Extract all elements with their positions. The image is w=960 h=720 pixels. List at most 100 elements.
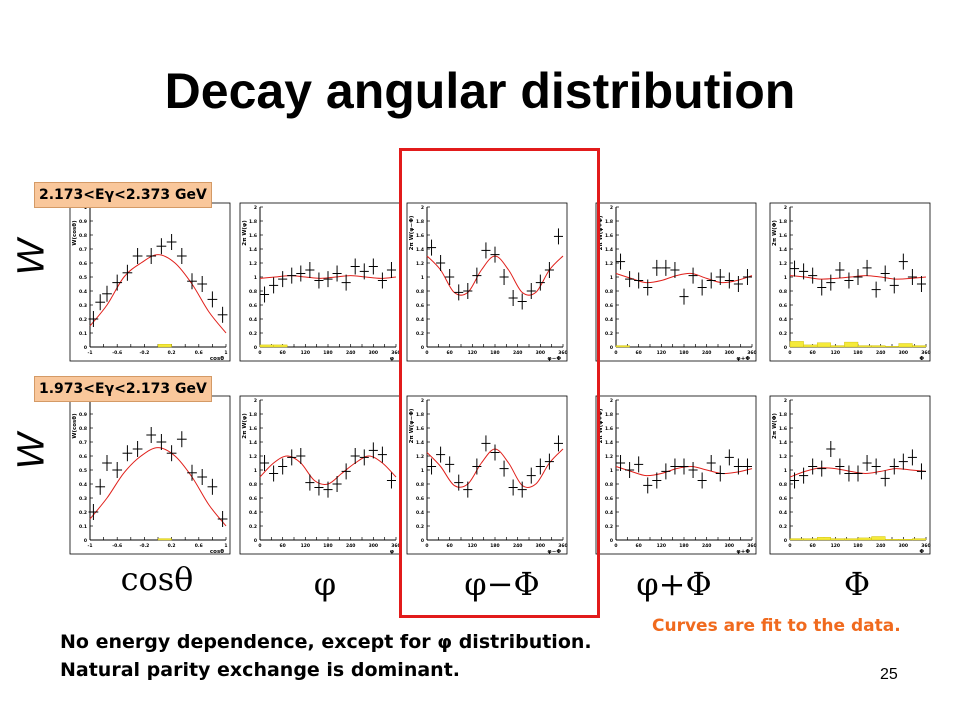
y-axis-label: 2π W(φ): [242, 413, 248, 439]
data-point: [526, 283, 536, 299]
y-tick-label: 0.4: [779, 510, 787, 516]
data-point: [305, 474, 315, 491]
x-tick-label: 240: [346, 543, 355, 549]
fit-curve: [89, 254, 227, 334]
data-point: [643, 279, 653, 296]
data-point: [368, 258, 378, 275]
y-tick-label: 0.4: [416, 510, 424, 516]
y-tick-label: 1.4: [779, 440, 787, 446]
data-point: [341, 274, 351, 291]
background-bar: [871, 345, 886, 348]
x-tick-label: 300: [369, 543, 378, 549]
data-point: [260, 455, 270, 471]
x-tick-label: 0.6: [195, 543, 203, 549]
x-tick-label: 360: [558, 350, 567, 356]
y-tick-label: 0.9: [79, 412, 87, 418]
y-tick-label: 0.6: [605, 303, 613, 309]
x-tick-label: 60: [280, 543, 286, 549]
data-point: [463, 481, 473, 498]
y-tick-label: 0.8: [249, 289, 257, 295]
data-point: [187, 464, 197, 481]
y-tick-label: 1.8: [605, 219, 613, 225]
plot-panel: 0 0.2 0.4 0.6 0.8 1 1.2 1.4 1.6 1.8 2 0 60 120 180 240 3…: [406, 395, 568, 555]
x-tick-label: 240: [876, 543, 885, 549]
data-point: [88, 504, 99, 520]
column-label-cos-theta: cosθ: [120, 560, 194, 598]
x-tick-label: 0.6: [195, 350, 203, 356]
y-tick-label: 1: [610, 468, 613, 474]
x-tick-label: 180: [490, 350, 499, 356]
data-point: [508, 479, 518, 496]
y-tick-label: 2: [784, 398, 787, 404]
plot-panel: 0 0.2 0.4 0.6 0.8 1 1.2 1.4 1.6 1.8 2 0 60 120 180 240 3…: [769, 202, 931, 362]
y-tick-label: 0.8: [79, 233, 87, 239]
x-tick-label: 360: [921, 543, 930, 549]
data-point: [526, 467, 536, 484]
y-tick-label: 1.2: [779, 454, 787, 460]
data-point: [517, 293, 527, 310]
background-bar: [844, 538, 859, 541]
panel-frame: [239, 202, 401, 362]
data-point: [88, 311, 99, 327]
panel-frame: [69, 202, 231, 362]
y-tick-label: 0.5: [79, 275, 87, 281]
fit-curve: [89, 447, 227, 527]
data-point: [436, 446, 446, 463]
data-point: [724, 272, 734, 289]
data-point: [323, 271, 333, 288]
x-axis-label: φ: [390, 549, 394, 555]
data-point: [871, 281, 881, 298]
background-bar: [789, 538, 804, 541]
data-point: [724, 449, 734, 466]
data-point: [853, 465, 863, 482]
background-bar: [273, 344, 288, 348]
plot-panel: 0 0.2 0.4 0.6 0.8 1 1.2 1.4 1.6 1.8 2 0 60 120 180 240 3…: [239, 202, 401, 362]
data-point: [454, 474, 464, 491]
data-point: [112, 274, 123, 291]
data-point: [625, 462, 635, 478]
data-point: [156, 238, 167, 255]
y-tick-label: 1.2: [605, 454, 613, 460]
y-tick-label: 0.6: [779, 303, 787, 309]
y-axis-label: 2π W(Φ): [772, 220, 778, 246]
data-point: [871, 458, 881, 475]
data-point: [187, 273, 197, 290]
y-tick-label: 0.2: [416, 331, 424, 337]
y-tick-label: 1.2: [249, 454, 257, 460]
y-tick-label: 1.4: [605, 247, 613, 253]
x-tick-label: 240: [513, 543, 522, 549]
y-tick-label: 0: [421, 345, 424, 351]
x-tick-label: -0.6: [112, 350, 122, 356]
data-point: [269, 465, 279, 482]
y-axis-label: 2π W(φ−Φ): [409, 408, 415, 443]
x-tick-label: 180: [679, 543, 688, 549]
data-point: [616, 455, 626, 471]
y-tick-label: 0.9: [79, 219, 87, 225]
y-tick-label: 0.6: [416, 303, 424, 309]
data-point: [634, 456, 644, 473]
data-point: [661, 463, 671, 480]
y-tick-label: 1.2: [416, 261, 424, 267]
y-tick-label: 1.8: [605, 412, 613, 418]
y-tick-label: 0.2: [79, 510, 87, 516]
x-tick-label: 360: [558, 543, 567, 549]
column-label-Phi: Φ: [843, 565, 871, 603]
data-point: [217, 306, 228, 323]
y-axis-label: 2π W(Φ): [772, 413, 778, 439]
x-tick-label: 120: [468, 350, 477, 356]
data-point: [733, 458, 743, 475]
x-tick-label: 0.2: [168, 350, 176, 356]
data-point: [544, 262, 554, 278]
data-point: [197, 276, 208, 292]
data-point: [670, 262, 680, 278]
x-tick-label: 300: [536, 350, 545, 356]
x-tick-label: 0.2: [168, 543, 176, 549]
data-point: [898, 453, 908, 470]
x-tick-label: 360: [747, 350, 756, 356]
y-tick-label: 0.4: [605, 317, 613, 323]
x-tick-label: 60: [447, 350, 453, 356]
panel-frame: [769, 202, 931, 362]
data-point: [880, 470, 890, 487]
x-tick-label: 180: [323, 350, 332, 356]
